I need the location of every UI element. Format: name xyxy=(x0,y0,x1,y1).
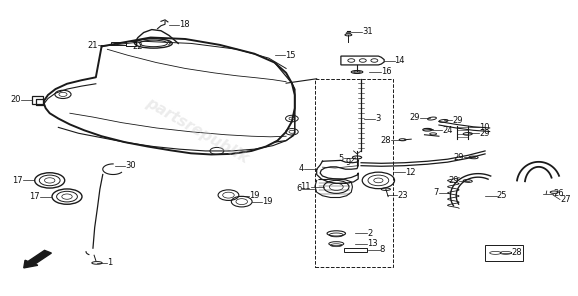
Text: 1: 1 xyxy=(108,258,113,267)
Bar xyxy=(112,42,126,46)
Text: 29: 29 xyxy=(409,113,420,122)
Text: 6: 6 xyxy=(297,184,302,193)
Text: 25: 25 xyxy=(497,191,507,200)
Text: 28: 28 xyxy=(380,136,391,145)
Bar xyxy=(315,79,393,267)
Text: 31: 31 xyxy=(362,27,373,36)
Text: 21: 21 xyxy=(87,41,98,50)
Text: 23: 23 xyxy=(398,191,408,200)
Text: 30: 30 xyxy=(125,161,136,170)
Text: 4: 4 xyxy=(299,164,304,173)
Text: 17: 17 xyxy=(12,176,23,185)
Text: 29: 29 xyxy=(452,116,462,125)
Text: 19: 19 xyxy=(262,197,272,206)
Text: 20: 20 xyxy=(10,96,21,104)
Bar xyxy=(485,245,523,260)
Text: 19: 19 xyxy=(249,191,259,200)
Bar xyxy=(32,96,43,104)
Text: 13: 13 xyxy=(368,239,378,248)
Text: 27: 27 xyxy=(560,195,570,204)
Text: 29: 29 xyxy=(454,153,464,162)
Text: 5: 5 xyxy=(339,154,344,163)
Text: 3: 3 xyxy=(376,114,381,123)
FancyArrow shape xyxy=(24,250,51,268)
Text: 18: 18 xyxy=(179,20,190,29)
Bar xyxy=(344,248,367,252)
Text: 10: 10 xyxy=(479,123,490,132)
Bar xyxy=(127,41,136,46)
Text: 12: 12 xyxy=(406,168,416,177)
Text: 29: 29 xyxy=(479,129,490,138)
Text: 11: 11 xyxy=(301,182,311,192)
Text: 2: 2 xyxy=(368,229,373,238)
Text: 28: 28 xyxy=(511,248,521,258)
Text: 29: 29 xyxy=(448,176,458,186)
Text: 17: 17 xyxy=(29,192,40,201)
Text: 16: 16 xyxy=(381,67,392,76)
Text: 26: 26 xyxy=(553,189,564,198)
Text: 24: 24 xyxy=(442,126,453,135)
Text: 7: 7 xyxy=(434,188,439,197)
Text: 8: 8 xyxy=(380,245,385,255)
Text: 9: 9 xyxy=(346,158,351,167)
Text: partsrepublik: partsrepublik xyxy=(143,95,251,166)
Text: 15: 15 xyxy=(285,51,295,60)
Text: 22: 22 xyxy=(132,41,143,51)
Text: 14: 14 xyxy=(395,56,405,65)
